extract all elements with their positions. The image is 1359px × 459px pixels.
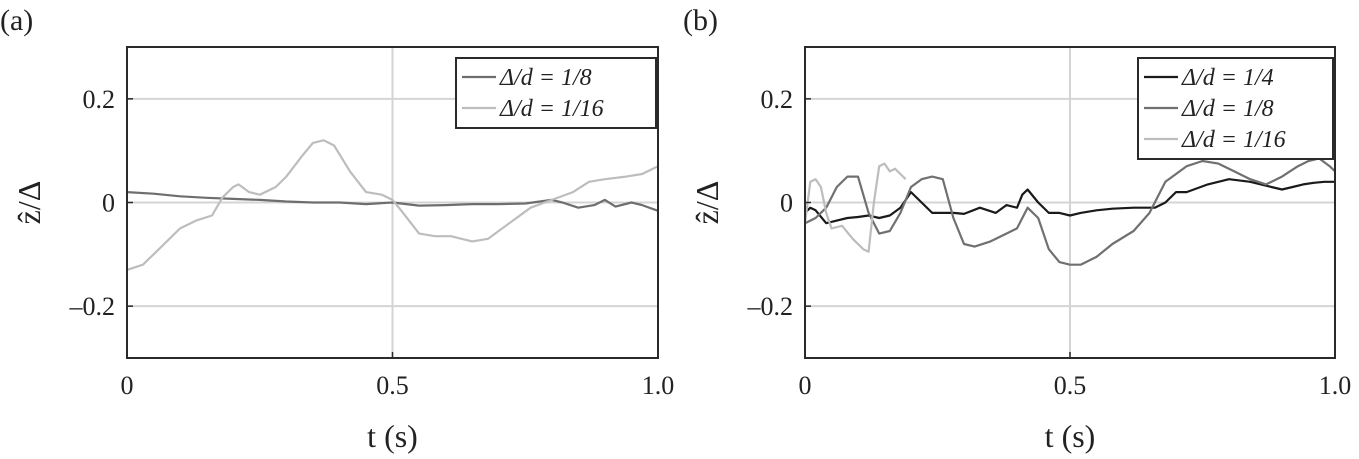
legend-entry: Δ/d = 1/16	[499, 96, 604, 122]
y-tick-label: 0	[780, 189, 793, 218]
legend-entry: Δ/d = 1/8	[1181, 96, 1274, 122]
series-line-0	[126, 191, 659, 212]
legend-entry: Δ/d = 1/8	[499, 65, 592, 91]
panel-label: (a)	[0, 4, 33, 37]
x-tick-label: 1.0	[1319, 371, 1352, 400]
x-axis-label: t (s)	[367, 418, 418, 454]
x-tick-label: 0.5	[1054, 371, 1087, 400]
x-tick-label: 0	[121, 371, 134, 400]
series-line-2	[803, 162, 907, 253]
y-axis-label: ẑ/Δ	[11, 181, 47, 225]
series-line-1	[804, 157, 1336, 266]
y-tick-label: 0.2	[761, 85, 794, 114]
x-axis-label: t (s)	[1045, 418, 1096, 454]
y-tick-label: –0.2	[69, 292, 116, 321]
panel-label: (b)	[683, 4, 718, 37]
x-tick-label: 1.0	[642, 371, 675, 400]
y-tick-label: 0.2	[83, 85, 116, 114]
legend-entry: Δ/d = 1/16	[1181, 127, 1286, 153]
legend-entry: Δ/d = 1/4	[1181, 65, 1274, 91]
panel-a: (a) 0 0.5 1.0 –0.2 0 0.2 t (s) ẑ/Δ Δ/d = 1/8 Δ/d =…	[0, 4, 674, 454]
y-tick-label: –0.2	[747, 292, 794, 321]
x-tick-label: 0	[799, 371, 812, 400]
panel-b: (b) 0 0.5 1.0 –0.2 0 0.2 t (s) ẑ/Δ Δ/d = 1/4 Δ/d =…	[683, 4, 1351, 454]
series-line-1	[126, 139, 659, 271]
y-tick-label: 0	[102, 189, 115, 218]
x-tick-label: 0.5	[376, 371, 409, 400]
y-axis-label: ẑ/Δ	[689, 181, 725, 225]
legend-box	[455, 57, 657, 129]
